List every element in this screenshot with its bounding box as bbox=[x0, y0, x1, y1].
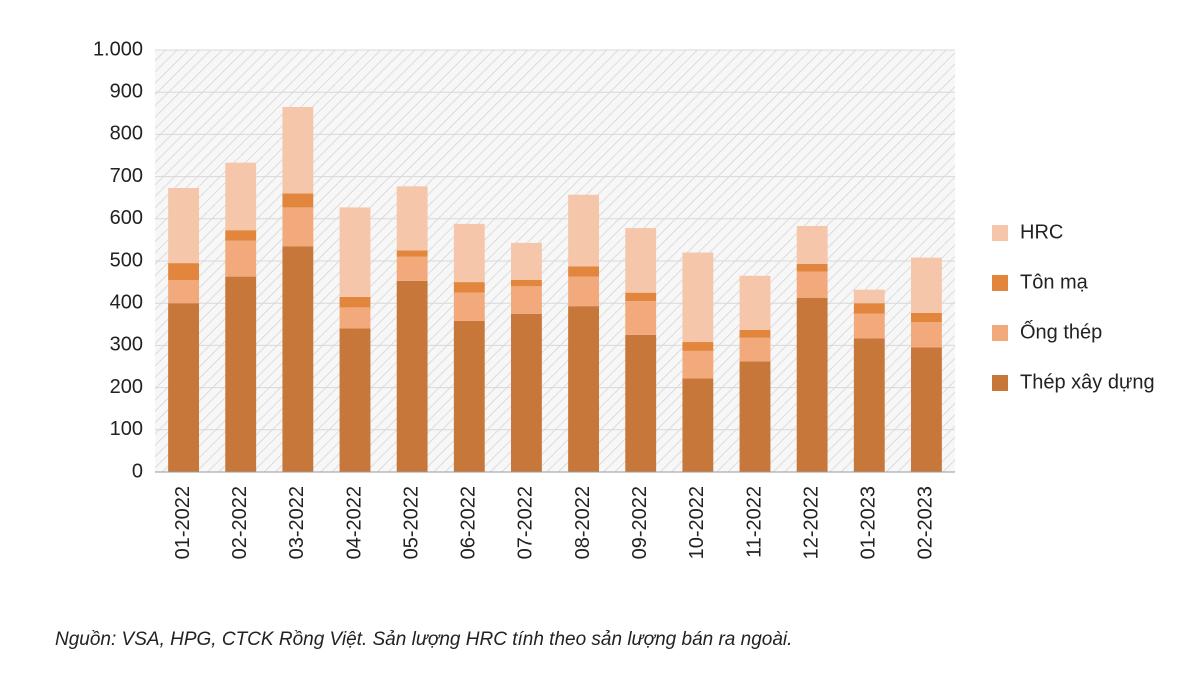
legend-swatch bbox=[992, 325, 1008, 341]
bar-segment bbox=[225, 276, 257, 472]
bar-segment bbox=[911, 322, 942, 348]
bar-segment bbox=[796, 263, 828, 272]
bar-segment bbox=[682, 342, 714, 351]
bar-segment bbox=[682, 378, 714, 472]
x-tick-label: 01-2023 bbox=[858, 486, 880, 559]
bar-segment bbox=[225, 162, 257, 231]
bar-segment bbox=[511, 242, 542, 280]
bar-segment bbox=[339, 296, 371, 308]
bar-segment bbox=[739, 329, 771, 338]
bar-segment bbox=[282, 246, 314, 472]
legend-swatch bbox=[992, 225, 1008, 241]
bar-segment bbox=[625, 334, 657, 472]
legend-swatch bbox=[992, 375, 1008, 391]
legend-label: Ống thép bbox=[1020, 319, 1102, 343]
bar-segment bbox=[168, 263, 199, 280]
bar-segment bbox=[739, 337, 771, 362]
legend-label: HRC bbox=[1020, 221, 1063, 243]
bar-segment bbox=[453, 292, 485, 321]
bar-segment bbox=[625, 301, 657, 335]
x-tick-label: 01-2022 bbox=[172, 486, 194, 559]
bar-segment bbox=[339, 307, 371, 329]
x-tick-label: 12-2022 bbox=[800, 486, 822, 559]
y-tick-label: 1.000 bbox=[93, 38, 143, 60]
bar-segment bbox=[225, 230, 257, 241]
bar-segment bbox=[796, 271, 828, 298]
bar-segment bbox=[625, 228, 657, 293]
bar-segment bbox=[168, 303, 199, 472]
y-tick-label: 100 bbox=[110, 418, 143, 440]
legend-label: Thép xây dựng bbox=[1020, 371, 1155, 393]
x-tick-label: 09-2022 bbox=[629, 486, 651, 559]
bar-segment bbox=[853, 338, 885, 472]
bar-segment bbox=[396, 256, 428, 281]
x-tick-label: 05-2022 bbox=[400, 486, 422, 559]
bar-segment bbox=[396, 280, 428, 472]
bar-segment bbox=[682, 350, 714, 379]
bar-segment bbox=[739, 275, 771, 330]
bar-segment bbox=[625, 292, 657, 302]
bar-segment bbox=[796, 297, 828, 472]
y-tick-label: 800 bbox=[110, 123, 143, 145]
x-tick-label: 04-2022 bbox=[343, 486, 365, 559]
bar-segment bbox=[511, 279, 542, 287]
x-tick-label: 11-2022 bbox=[743, 486, 765, 558]
bar-segment bbox=[511, 313, 542, 472]
bar-segment bbox=[911, 257, 942, 313]
bar-segment bbox=[568, 276, 599, 307]
y-tick-label: 0 bbox=[132, 460, 143, 482]
bar-segment bbox=[853, 313, 885, 339]
bar-segment bbox=[282, 193, 314, 208]
bar-segment bbox=[168, 187, 199, 264]
bar-segment bbox=[453, 320, 485, 472]
y-tick-label: 200 bbox=[110, 376, 143, 398]
bar-segment bbox=[339, 207, 371, 297]
y-tick-label: 300 bbox=[110, 334, 143, 356]
y-tick-label: 600 bbox=[110, 207, 143, 229]
bar-segment bbox=[568, 306, 599, 472]
bar-segment bbox=[911, 312, 942, 323]
y-tick-label: 700 bbox=[110, 165, 143, 187]
bar-segment bbox=[511, 286, 542, 314]
bar-segment bbox=[282, 106, 314, 194]
source-note: Nguồn: VSA, HPG, CTCK Rồng Việt. Sản lượ… bbox=[55, 629, 792, 650]
x-tick-label: 06-2022 bbox=[458, 486, 480, 559]
bar-segment bbox=[568, 194, 599, 267]
bar-segment bbox=[396, 250, 428, 257]
bar-segment bbox=[453, 223, 485, 283]
legend-label: Tôn mạ bbox=[1020, 271, 1089, 293]
bar-segment bbox=[453, 282, 485, 293]
bar-segment bbox=[739, 361, 771, 472]
bar-segment bbox=[911, 347, 942, 472]
bar-segment bbox=[339, 328, 371, 472]
y-tick-label: 500 bbox=[110, 249, 143, 271]
bar-segment bbox=[853, 289, 885, 304]
x-tick-label: 03-2022 bbox=[286, 486, 308, 559]
x-tick-label: 08-2022 bbox=[572, 486, 594, 559]
bar-segment bbox=[853, 303, 885, 314]
y-tick-label: 400 bbox=[110, 291, 143, 313]
x-tick-label: 07-2022 bbox=[515, 486, 537, 559]
x-tick-label: 02-2022 bbox=[229, 486, 251, 559]
x-tick-label: 10-2022 bbox=[686, 486, 708, 559]
bar-segment bbox=[796, 225, 828, 264]
bar-segment bbox=[568, 266, 599, 277]
bar-segment bbox=[396, 186, 428, 251]
bar-segment bbox=[168, 279, 199, 304]
bar-segment bbox=[225, 240, 257, 277]
y-tick-label: 900 bbox=[110, 80, 143, 102]
x-tick-label: 02-2023 bbox=[915, 486, 937, 559]
legend-swatch bbox=[992, 275, 1008, 291]
bar-segment bbox=[682, 252, 714, 343]
bar-segment bbox=[282, 207, 314, 247]
